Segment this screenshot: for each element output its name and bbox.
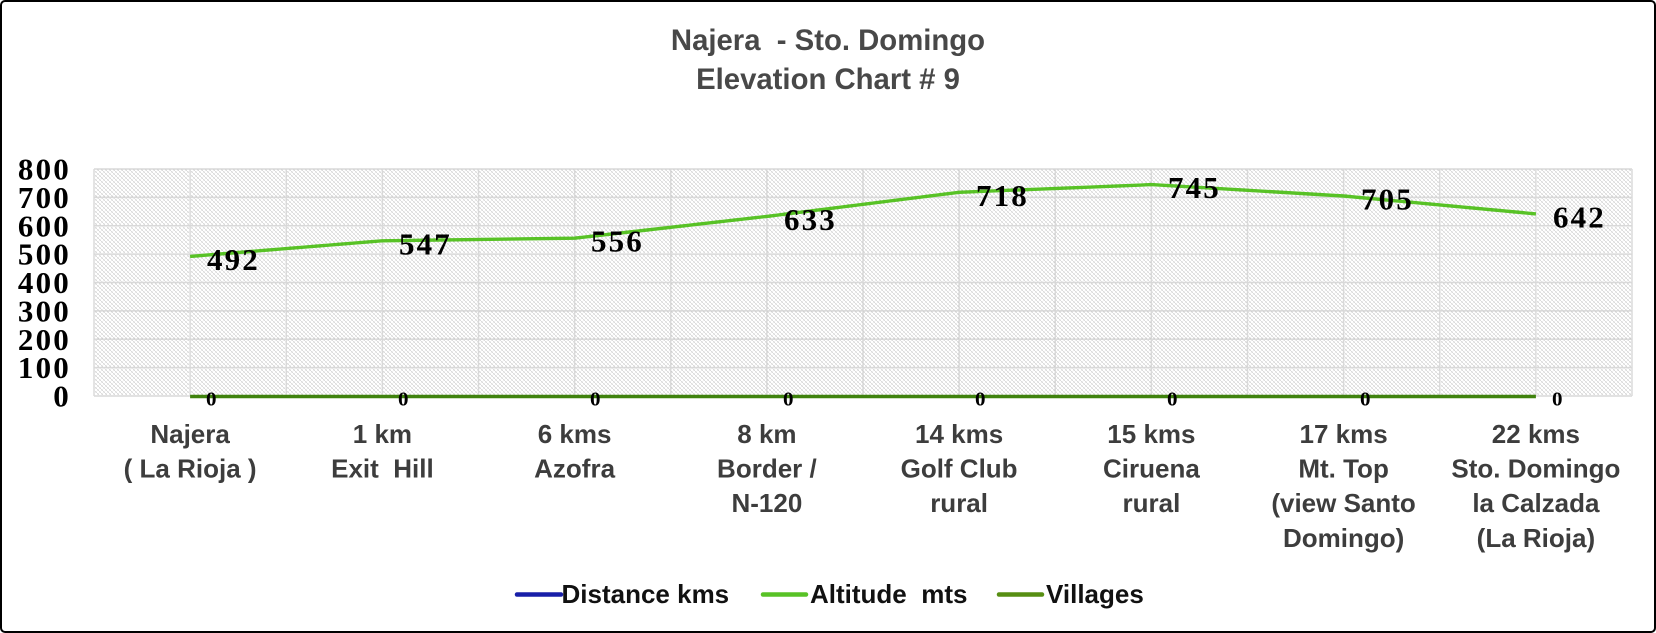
svg-text:0: 0 bbox=[398, 390, 409, 411]
svg-text:600: 600 bbox=[18, 208, 71, 243]
svg-text:Villages: Villages bbox=[1046, 579, 1144, 609]
svg-text:0: 0 bbox=[783, 390, 794, 411]
svg-text:0: 0 bbox=[1167, 390, 1178, 411]
svg-text:718: 718 bbox=[976, 178, 1029, 213]
svg-text:300: 300 bbox=[18, 293, 71, 328]
svg-text:492: 492 bbox=[207, 242, 260, 277]
svg-text:Najera - Sto. Domingo: Najera - Sto. Domingo bbox=[671, 24, 985, 57]
svg-text:Elevation Chart # 9: Elevation Chart # 9 bbox=[696, 63, 960, 96]
svg-text:745: 745 bbox=[1168, 170, 1221, 205]
svg-text:547: 547 bbox=[399, 226, 452, 261]
svg-text:800: 800 bbox=[18, 152, 71, 187]
svg-text:100: 100 bbox=[18, 350, 71, 385]
svg-text:0: 0 bbox=[1360, 390, 1371, 411]
svg-text:500: 500 bbox=[18, 237, 71, 272]
svg-text:Distance kms: Distance kms bbox=[562, 579, 730, 609]
svg-text:400: 400 bbox=[18, 265, 71, 300]
svg-text:642: 642 bbox=[1553, 199, 1606, 234]
svg-text:0: 0 bbox=[1552, 390, 1563, 411]
svg-text:633: 633 bbox=[784, 202, 837, 237]
svg-text:705: 705 bbox=[1361, 182, 1414, 217]
svg-text:0: 0 bbox=[53, 379, 71, 414]
svg-text:200: 200 bbox=[18, 322, 71, 357]
svg-text:556: 556 bbox=[591, 224, 644, 259]
svg-text:Altitude mts: Altitude mts bbox=[810, 579, 967, 609]
svg-text:Najera( La Rioja ): Najera( La Rioja ) bbox=[124, 419, 257, 484]
svg-text:0: 0 bbox=[590, 390, 601, 411]
svg-text:700: 700 bbox=[18, 180, 71, 215]
svg-text:0: 0 bbox=[206, 390, 217, 411]
svg-text:0: 0 bbox=[975, 390, 986, 411]
